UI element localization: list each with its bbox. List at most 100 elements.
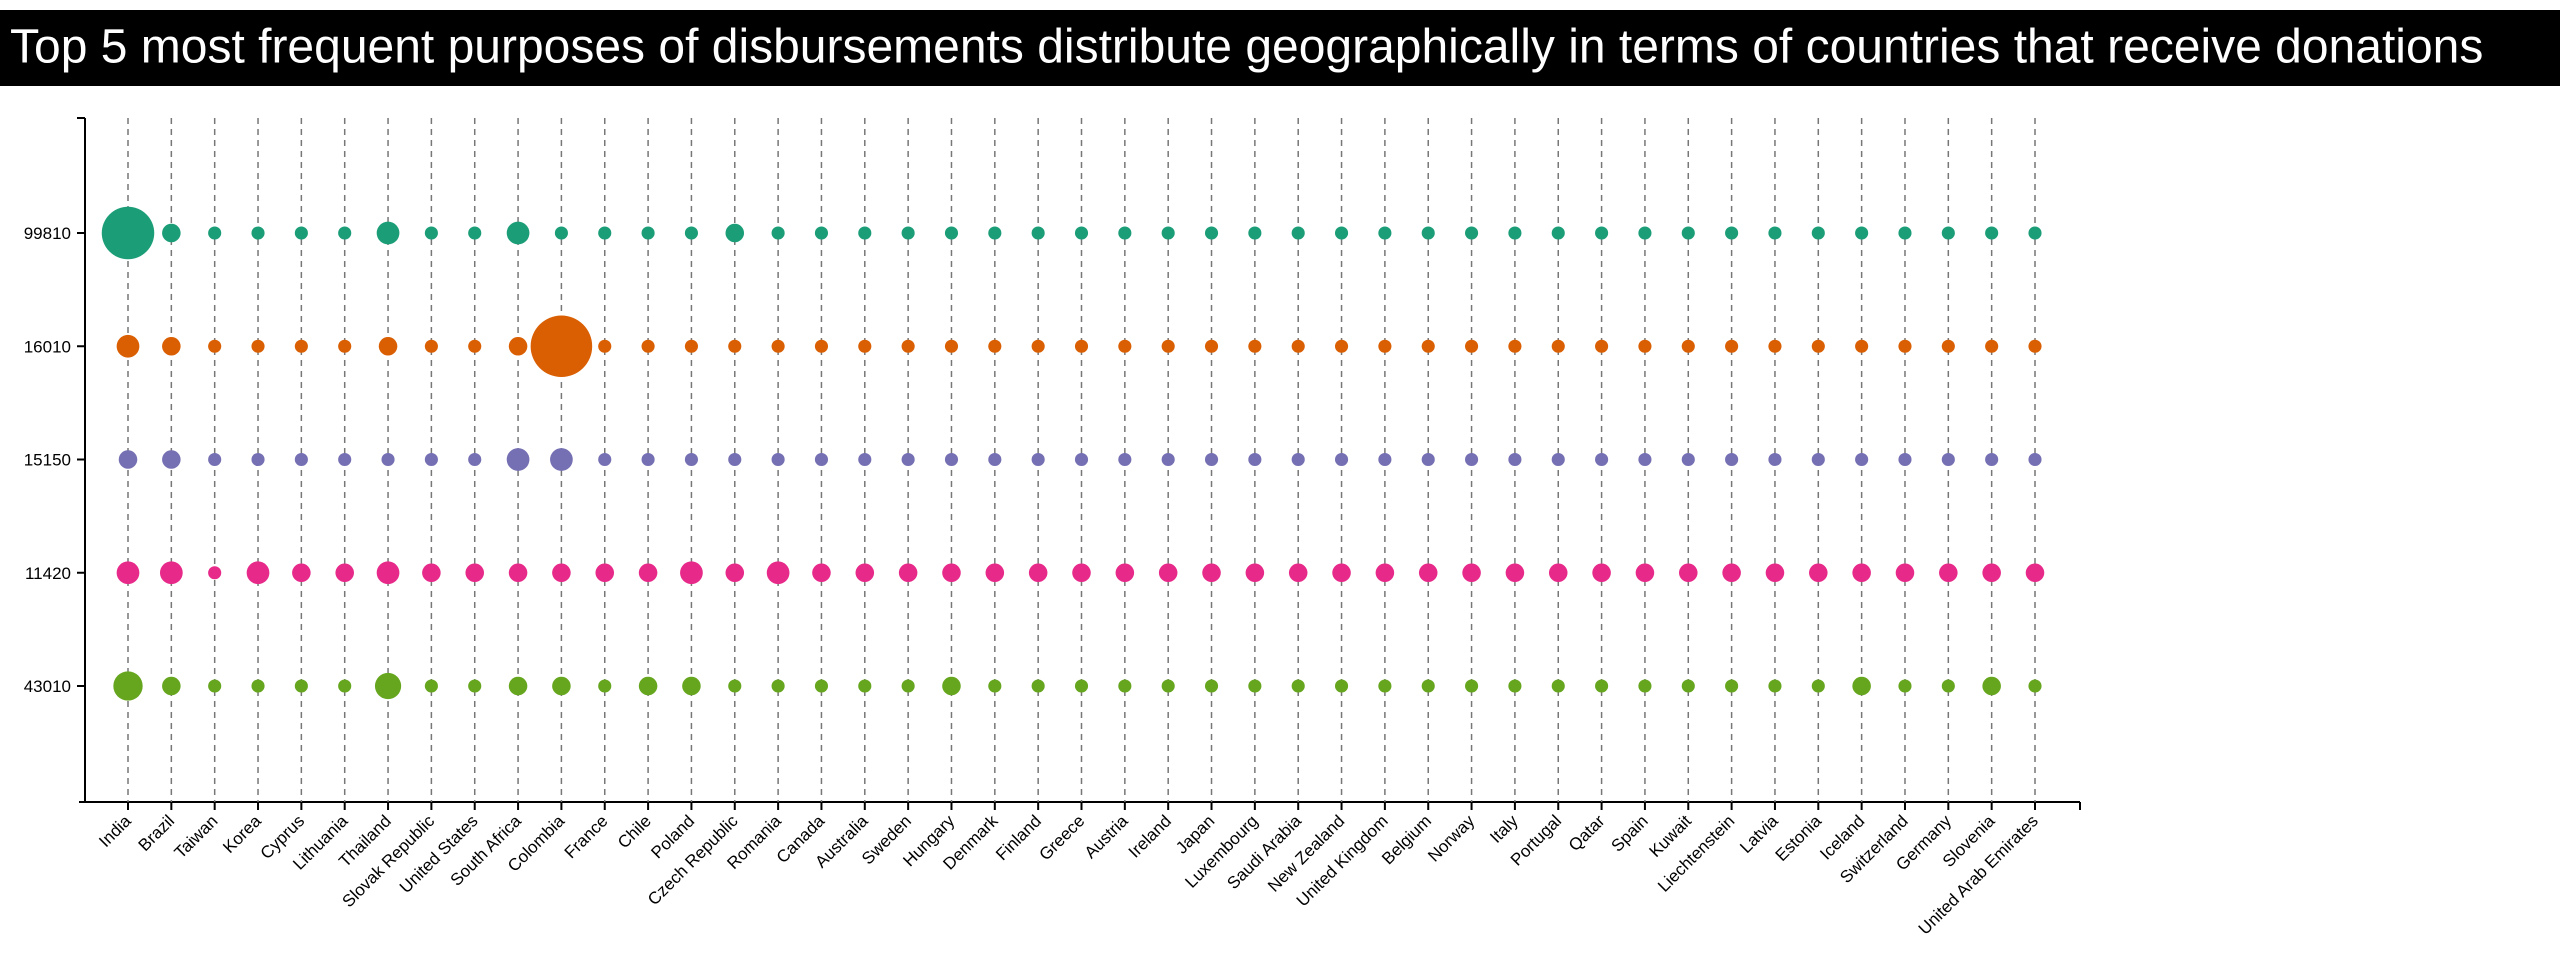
- bubble: [422, 563, 441, 583]
- x-tick-label: France: [561, 811, 612, 862]
- bubble: [1855, 339, 1869, 353]
- bubble: [294, 339, 308, 353]
- bubble: [814, 339, 829, 353]
- bubble: [1245, 563, 1265, 583]
- bubble: [101, 206, 155, 260]
- bubble: [508, 563, 528, 583]
- y-tick-label: 16010: [24, 337, 71, 356]
- bubble: [1204, 679, 1219, 693]
- bubble: [1681, 452, 1695, 467]
- bubble: [376, 221, 400, 245]
- bubble: [251, 679, 265, 693]
- bubble: [1508, 679, 1522, 693]
- bubble: [1852, 676, 1871, 696]
- bubble: [855, 563, 875, 583]
- bubble: [1421, 679, 1435, 693]
- bubble: [771, 339, 785, 353]
- bubble: [901, 452, 915, 467]
- bubble: [682, 676, 701, 696]
- chart-title: Top 5 most frequent purposes of disburse…: [10, 21, 2483, 74]
- bubble: [1681, 339, 1695, 353]
- bubble: [208, 452, 222, 467]
- bubble: [338, 339, 352, 353]
- x-tick-label: India: [95, 811, 135, 851]
- bubble: [1118, 226, 1132, 240]
- bubble: [1985, 452, 1999, 467]
- bubble: [1248, 226, 1262, 240]
- bubble: [641, 339, 655, 353]
- bubble: [858, 339, 872, 353]
- bubble: [508, 676, 528, 696]
- bubble: [1941, 339, 1955, 353]
- bubble: [1115, 563, 1135, 583]
- bubble: [1638, 452, 1652, 467]
- bubble: [338, 226, 352, 240]
- bubble: [1725, 226, 1739, 240]
- bubble: [1465, 226, 1479, 240]
- y-tick-label: 15150: [24, 451, 71, 470]
- bubble: [1678, 563, 1698, 583]
- bubble: [988, 679, 1002, 693]
- bubble: [1508, 452, 1522, 467]
- bubble: [1768, 226, 1782, 240]
- bubble: [1941, 679, 1955, 693]
- bubble: [292, 563, 311, 583]
- bubble: [1852, 563, 1871, 583]
- bubble: [1982, 563, 2001, 583]
- bubble: [598, 679, 612, 693]
- bubble: [771, 226, 785, 240]
- bubble: [1898, 339, 1912, 353]
- bubble: [2028, 339, 2042, 353]
- bubble: [988, 226, 1002, 240]
- bubble: [251, 452, 265, 467]
- bubble: [1465, 452, 1479, 467]
- bubble: [1031, 226, 1045, 240]
- bubble: [858, 452, 872, 467]
- bubble: [858, 226, 872, 240]
- bubble: [552, 676, 571, 696]
- bubble: [381, 452, 395, 467]
- bubble: [1158, 563, 1178, 583]
- bubble: [771, 679, 785, 693]
- bubble: [1462, 563, 1481, 583]
- bubble: [814, 679, 829, 693]
- bubble: [424, 226, 438, 240]
- bubble: [424, 339, 438, 353]
- bubble: [1595, 452, 1609, 467]
- bubble: [1072, 563, 1091, 583]
- bubble: [944, 339, 959, 353]
- bubble: [1074, 339, 1089, 353]
- bubble: [1898, 226, 1912, 240]
- bubble: [595, 563, 615, 583]
- bubble: [725, 563, 745, 583]
- bubble: [374, 672, 402, 700]
- bubble: [1332, 563, 1351, 583]
- y-tick-label: 43010: [24, 677, 71, 696]
- bubble: [1291, 226, 1305, 240]
- bubble: [1421, 226, 1435, 240]
- x-tick-label: Austria: [1081, 811, 1132, 862]
- bubble: [1765, 563, 1785, 583]
- bubble: [1334, 226, 1349, 240]
- bubble: [2025, 563, 2045, 583]
- bubble: [1768, 452, 1782, 467]
- bubble: [1031, 452, 1045, 467]
- bubble: [1941, 452, 1955, 467]
- bubble: [1161, 226, 1175, 240]
- bubble: [1811, 679, 1825, 693]
- x-tick-label: Greece: [1035, 811, 1088, 864]
- bubble: [1031, 679, 1045, 693]
- x-tick-label: Liechtenstein: [1654, 811, 1738, 895]
- bubble: [1548, 563, 1568, 583]
- bubble: [118, 450, 138, 469]
- bubble: [1334, 679, 1349, 693]
- bubble: [1811, 452, 1825, 467]
- bubble: [1725, 339, 1739, 353]
- bubble: [1551, 226, 1565, 240]
- bubble: [1895, 563, 1915, 583]
- bubble: [1204, 339, 1219, 353]
- bubble: [1204, 452, 1219, 467]
- bubble: [1768, 679, 1782, 693]
- bubble: [1334, 452, 1349, 467]
- bubble: [814, 226, 829, 240]
